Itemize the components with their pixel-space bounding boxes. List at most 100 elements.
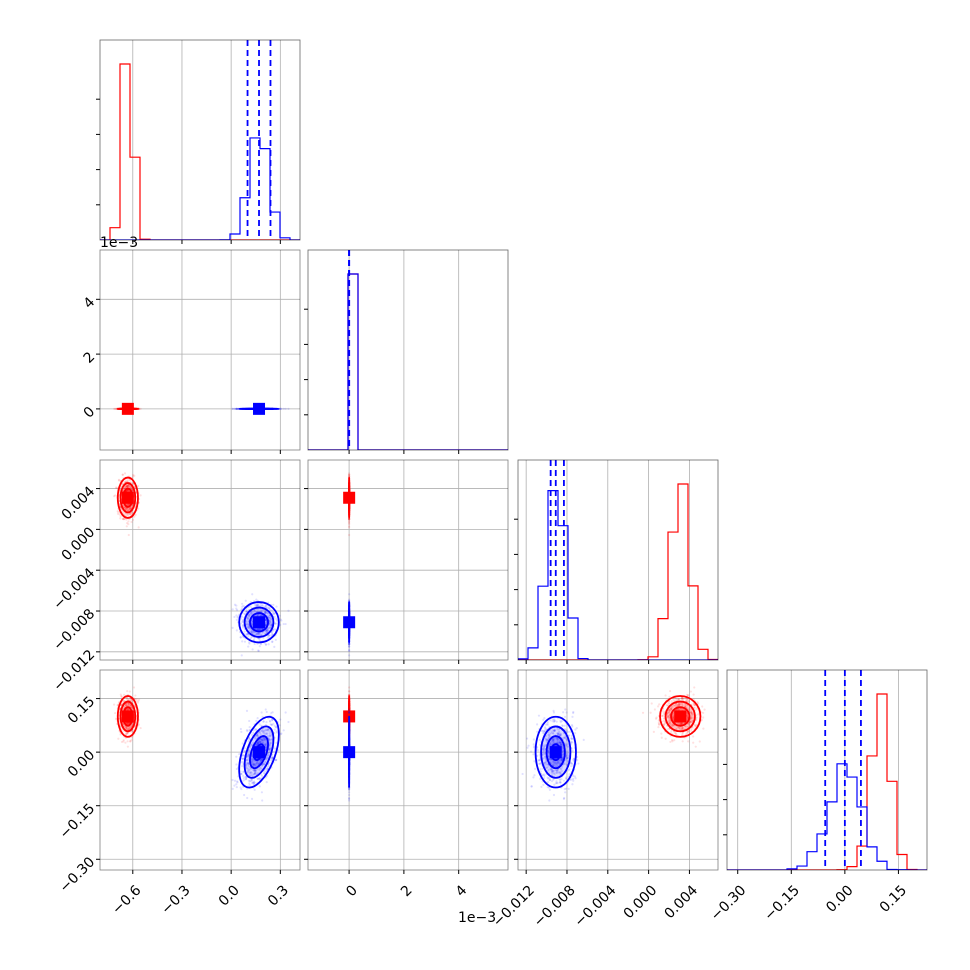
sample-point: [265, 629, 268, 632]
sample-point: [273, 615, 276, 618]
sample-point: [279, 623, 282, 627]
panel-content: [518, 460, 718, 660]
sample-point: [348, 525, 351, 528]
sample-point: [257, 634, 260, 637]
sample-point: [125, 513, 128, 516]
sample-point: [251, 610, 254, 613]
grid-lines: [100, 460, 300, 660]
sample-point: [126, 503, 129, 507]
sample-point: [275, 605, 278, 608]
sample-point: [137, 699, 140, 702]
sample-point: [348, 473, 351, 476]
sample-point: [126, 698, 129, 701]
sample-point: [137, 507, 140, 510]
sample-point: [261, 631, 264, 634]
sample-point: [130, 739, 133, 742]
tick-marks: [304, 308, 460, 454]
sample-point: [257, 603, 260, 606]
density-peak-0-2-1: [343, 491, 356, 504]
sample-point: [113, 495, 116, 498]
sample-point: [250, 612, 253, 615]
sample-point: [348, 642, 351, 646]
sample-point: [348, 473, 351, 476]
sample-point: [126, 513, 129, 516]
sample-point: [260, 610, 263, 613]
sample-point: [276, 619, 279, 622]
sample-point: [256, 633, 259, 636]
sample-point: [268, 616, 271, 619]
sample-point: [125, 525, 128, 528]
sample-point: [266, 629, 269, 632]
sample-point: [130, 705, 133, 708]
sample-point: [257, 628, 260, 631]
sample-point: [270, 623, 273, 626]
sample-point: [119, 517, 122, 520]
sample-point: [264, 611, 267, 614]
sample-point: [235, 614, 238, 617]
sample-point: [241, 624, 244, 627]
sample-point: [124, 507, 127, 510]
sample-point: [128, 485, 131, 488]
sample-point: [348, 520, 351, 524]
sample-point: [246, 625, 249, 628]
sample-point: [236, 616, 239, 619]
panel-frame: [99, 249, 301, 451]
sample-point: [236, 407, 239, 410]
panel-frame: [99, 459, 301, 661]
sample-point: [256, 632, 259, 635]
sample-point: [246, 633, 249, 636]
sample-point: [269, 620, 272, 623]
sample-point: [287, 609, 290, 612]
sample-point: [264, 621, 267, 625]
sample-point: [257, 649, 260, 652]
sample-point: [259, 643, 263, 646]
sample-point: [348, 520, 351, 523]
sample-point: [266, 606, 269, 609]
sample-point: [126, 484, 129, 488]
sample-point: [241, 626, 245, 629]
sample-point: [124, 741, 127, 744]
sample-point: [264, 611, 267, 614]
sample-point: [245, 609, 249, 613]
sample-point: [261, 609, 264, 612]
sample-point: [267, 627, 270, 630]
grid-lines: [132, 40, 281, 240]
sample-point: [251, 648, 254, 651]
sample-point: [127, 726, 130, 729]
sample-point: [131, 518, 135, 521]
sample-point: [247, 626, 250, 629]
sample-point: [128, 484, 131, 487]
grid-lines: [525, 460, 690, 660]
contour-0-2-0-0: [116, 476, 139, 519]
sample-point: [258, 639, 261, 642]
sample-point: [258, 627, 261, 631]
sample-point: [264, 623, 267, 626]
sample-point: [259, 628, 262, 631]
sample-point: [275, 618, 278, 621]
sample-point: [239, 636, 242, 639]
sample-point: [128, 507, 131, 511]
sample-point: [124, 485, 127, 488]
sample-point: [126, 484, 129, 487]
sample-point: [247, 641, 251, 644]
sample-point: [125, 507, 129, 511]
sample-point: [247, 616, 250, 619]
sample-point: [129, 507, 132, 511]
sample-point: [348, 517, 351, 521]
corner-panels: −0.6 −0.3 0.0 0.3 0 2 4 −0.012−0.008−0.004 0.000…: [50, 39, 928, 930]
sample-point: [266, 612, 270, 615]
sample-point: [249, 600, 252, 604]
sample-point: [249, 611, 253, 614]
sample-point: [231, 608, 234, 611]
sample-point: [115, 407, 118, 410]
sample-point: [115, 407, 118, 410]
sample-point: [128, 486, 131, 489]
tick-marks: [96, 488, 281, 664]
sample-point: [253, 631, 256, 634]
sample-point: [139, 726, 142, 730]
sample-point: [239, 636, 242, 639]
sample-point: [127, 485, 131, 488]
sample-point: [125, 485, 128, 489]
sample-point: [124, 480, 127, 483]
histogram-0-0: [100, 63, 300, 240]
